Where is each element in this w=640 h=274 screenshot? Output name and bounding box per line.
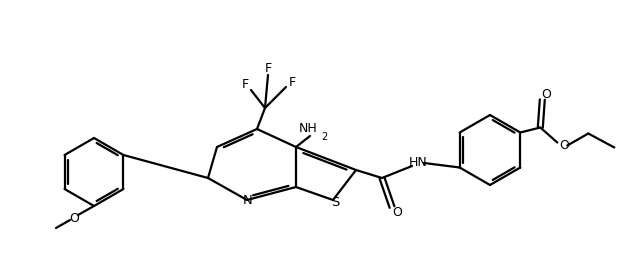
Text: O: O bbox=[392, 206, 402, 218]
Text: 2: 2 bbox=[321, 132, 327, 142]
Text: F: F bbox=[241, 78, 248, 90]
Text: O: O bbox=[559, 139, 569, 152]
Text: O: O bbox=[69, 212, 79, 224]
Text: O: O bbox=[541, 88, 551, 101]
Text: F: F bbox=[289, 76, 296, 89]
Text: HN: HN bbox=[408, 156, 428, 170]
Text: F: F bbox=[264, 61, 271, 75]
Text: NH: NH bbox=[300, 121, 318, 135]
Text: S: S bbox=[331, 196, 339, 209]
Text: N: N bbox=[243, 195, 253, 207]
